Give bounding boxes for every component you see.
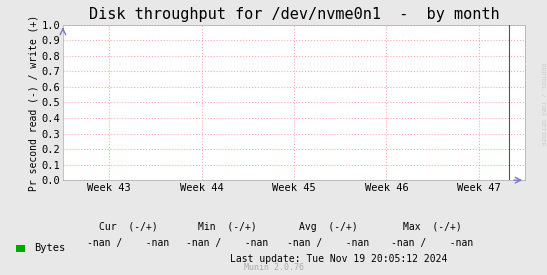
Text: Avg  (-/+): Avg (-/+): [299, 222, 358, 232]
Text: -nan /    -nan: -nan / -nan: [186, 238, 268, 248]
Text: Max  (-/+): Max (-/+): [403, 222, 462, 232]
Text: Bytes: Bytes: [34, 243, 65, 253]
Text: Cur  (-/+): Cur (-/+): [99, 222, 158, 232]
Text: -nan /    -nan: -nan / -nan: [391, 238, 473, 248]
Text: -nan /    -nan: -nan / -nan: [88, 238, 170, 248]
Text: -nan /    -nan: -nan / -nan: [287, 238, 369, 248]
Y-axis label: Pr second read (-) / write (+): Pr second read (-) / write (+): [28, 14, 39, 191]
Text: Min  (-/+): Min (-/+): [197, 222, 257, 232]
Text: Munin 2.0.76: Munin 2.0.76: [243, 263, 304, 272]
Text: Last update: Tue Nov 19 20:05:12 2024: Last update: Tue Nov 19 20:05:12 2024: [230, 254, 448, 263]
Text: RRDTOOL / TOBI OETIKER: RRDTOOL / TOBI OETIKER: [541, 63, 546, 146]
Title: Disk throughput for /dev/nvme0n1  -  by month: Disk throughput for /dev/nvme0n1 - by mo…: [89, 7, 499, 22]
